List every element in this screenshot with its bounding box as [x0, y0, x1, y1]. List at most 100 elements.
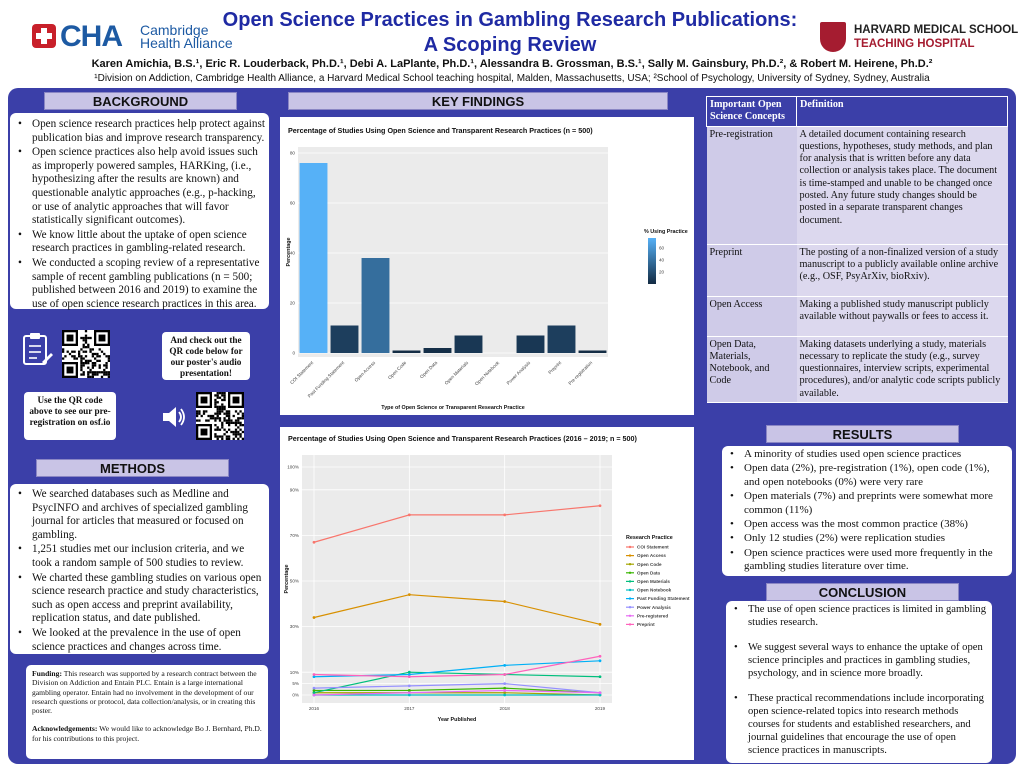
data-point [312, 673, 316, 676]
bar-chart: Percentage of Studies Using Open Science… [286, 126, 688, 411]
plot-panel [298, 147, 608, 357]
y-tick-label: 20 [290, 301, 296, 306]
x-axis-label: Year Published [438, 717, 477, 723]
definitions-table: Important Open Science Concepts Definiti… [706, 96, 1008, 404]
legend-label: Power Analysis [637, 605, 671, 610]
series-line [313, 671, 601, 694]
data-point [503, 686, 507, 690]
y-tick-label: 90% [290, 487, 299, 492]
series-line [314, 692, 601, 696]
data-point [598, 691, 602, 695]
y-axis-label: Percentage [284, 564, 290, 593]
bar [578, 350, 607, 353]
legend-colorbar [648, 238, 656, 284]
data-point [407, 693, 411, 697]
bar [299, 163, 328, 353]
y-tick-label: 100% [287, 465, 299, 470]
bullet-item: 1,251 studies met our inclusion criteria… [14, 543, 265, 570]
data-point [312, 540, 316, 544]
legend-swatch-dot [628, 554, 632, 557]
x-axis-label: Type of Open Science or Transparent Rese… [381, 405, 524, 411]
definition-text: Making a published study manuscript publ… [796, 296, 1008, 337]
funding-paragraph: Funding: This research was supported by … [32, 669, 262, 715]
methods-card: We searched databases such as Medline an… [10, 484, 269, 654]
series-line [313, 505, 601, 543]
audio-note: And check out the QR code below for our … [162, 332, 250, 380]
data-point [407, 593, 411, 597]
y-tick-label: 30% [290, 624, 299, 629]
bar [454, 335, 483, 353]
legend-label: COI Statement [637, 545, 669, 550]
y-tick-label: 70% [290, 533, 299, 538]
x-tick-label: Open Code [387, 360, 407, 380]
bullet-item: Open data (2%), pre-registration (1%), o… [726, 462, 1008, 489]
series-line [314, 687, 601, 694]
funding-label: Funding: [32, 669, 62, 678]
hms-logo-line-1: HARVARD MEDICAL SCHOOL [854, 24, 1019, 36]
legend-label: Open Access [637, 553, 666, 558]
data-point [503, 663, 507, 667]
audio-qr-code[interactable] [196, 392, 244, 440]
hms-logo: HARVARD MEDICAL SCHOOL TEACHING HOSPITAL [820, 22, 1018, 56]
conclusion-bullets: The use of open science practices is lim… [730, 603, 988, 757]
clipboard-icon [20, 332, 54, 368]
key-findings-heading: KEY FINDINGS [288, 92, 668, 110]
x-tick-label: 2019 [595, 706, 606, 711]
legend-label: Open Code [637, 562, 662, 567]
data-point [598, 622, 602, 626]
series-line [313, 594, 601, 625]
bullet-item: We suggest several ways to enhance the u… [730, 641, 988, 680]
title-line-1: Open Science Practices in Gambling Resea… [222, 9, 798, 31]
data-point [407, 675, 411, 679]
data-point [407, 673, 411, 676]
x-tick-label: Preprint [547, 360, 562, 375]
plot-panel [302, 455, 612, 703]
line-chart: Percentage of Studies Using Open Science… [284, 434, 690, 723]
data-point [312, 691, 316, 695]
y-tick-label: 10% [290, 670, 299, 675]
definition-text: A detailed document containing research … [796, 126, 1008, 245]
line-chart-card: Percentage of Studies Using Open Science… [280, 427, 694, 760]
data-point [407, 513, 411, 517]
bar [330, 325, 359, 353]
data-point [598, 504, 602, 508]
x-tick-label: 2017 [404, 706, 415, 711]
y-tick-label: 5% [292, 681, 299, 686]
bullet-item: Only 12 studies (2%) were replication st… [726, 532, 1008, 546]
definition-row: Open Access Making a published study man… [706, 296, 1008, 337]
bullet-item: We charted these gambling studies on var… [14, 572, 265, 626]
x-tick-label: Open Materials [444, 360, 470, 386]
x-tick-label: Open Notebook [474, 360, 501, 387]
chart-title: Percentage of Studies Using Open Science… [288, 126, 593, 135]
hms-logo-line-2: TEACHING HOSPITAL [854, 38, 975, 50]
data-point [503, 682, 507, 685]
background-bullets: Open science research practices help pro… [14, 118, 265, 311]
conclusion-heading: CONCLUSION [766, 583, 959, 601]
data-point [503, 693, 507, 697]
conclusion-card: The use of open science practices is lim… [726, 601, 992, 763]
bullet-item: We conducted a scoping review of a repre… [14, 257, 265, 311]
data-point [407, 689, 411, 692]
legend-label: Open Data [637, 570, 660, 575]
y-tick-label: 0 [292, 351, 295, 356]
title-line-2: A Scoping Review [423, 34, 597, 56]
x-tick-label: 2018 [500, 706, 511, 711]
cha-logo-subtext: Cambridge Health Alliance [140, 22, 233, 51]
osf-qr-code[interactable] [62, 330, 110, 378]
speaker-icon [160, 404, 188, 430]
background-heading: BACKGROUND [44, 92, 237, 110]
data-point [407, 670, 411, 674]
bullet-item: We know little about the uptake of open … [14, 229, 265, 256]
bar [547, 325, 576, 353]
bar-chart-card: Percentage of Studies Using Open Science… [280, 117, 694, 415]
definition-term: Open Data, Materials, Notebook, and Code [706, 336, 797, 404]
y-tick-label: 0% [292, 693, 299, 698]
x-tick-label: COI Statement [289, 360, 315, 386]
definitions-col-definition: Definition [796, 96, 1008, 127]
poster-title: Open Science Practices in Gambling Resea… [210, 8, 810, 58]
definition-term: Preprint [706, 244, 797, 297]
cha-logo-text: CHA [60, 20, 123, 53]
results-card: A minority of studies used open science … [722, 446, 1012, 576]
legend-swatch-dot [628, 606, 632, 609]
bullet-item: Open science research practices help pro… [14, 118, 265, 145]
